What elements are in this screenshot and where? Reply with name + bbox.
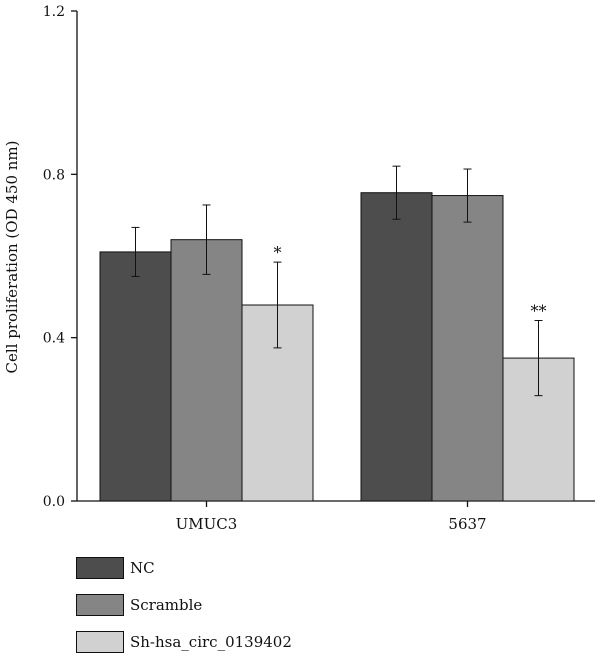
legend-swatch-scramble [76,594,124,616]
y-axis-label: Cell proliferation (OD 450 nm) [3,140,21,373]
x-tick-label: UMUC3 [176,515,238,533]
legend: NC Scramble Sh-hsa_circ_0139402 [76,556,292,667]
legend-item-sh-hsa: Sh-hsa_circ_0139402 [76,630,292,654]
legend-item-nc: NC [76,556,292,580]
x-tick-label: 5637 [448,515,486,533]
bar-chart: Cell proliferation (OD 450 nm) 0.0 0.4 0.8… [3,4,595,533]
y-tick-label: 0.4 [43,331,65,347]
significance-label: * [274,243,282,262]
bar [99,251,172,502]
legend-label-sh-hsa: Sh-hsa_circ_0139402 [130,633,292,651]
legend-swatch-nc [76,557,124,579]
significance-label: ** [531,302,547,321]
bar [360,192,433,502]
bar [431,195,504,502]
legend-label-nc: NC [130,559,155,577]
y-tick-label: 0.0 [43,494,65,510]
bar [170,239,243,502]
legend-item-scramble: Scramble [76,593,292,617]
legend-label-scramble: Scramble [130,596,203,614]
y-tick-label: 1.2 [43,4,65,20]
y-tick-label: 0.8 [43,167,65,183]
plot-area: 0.0 0.4 0.8 1.2 * UMUC3 ** 5637 [43,4,595,533]
